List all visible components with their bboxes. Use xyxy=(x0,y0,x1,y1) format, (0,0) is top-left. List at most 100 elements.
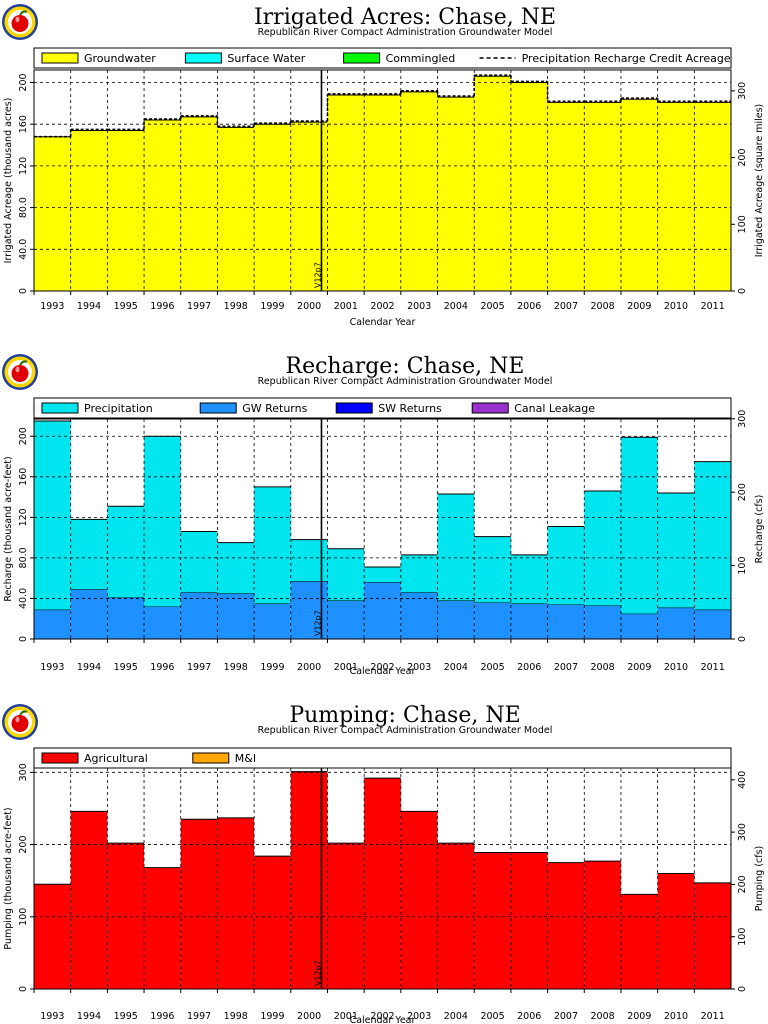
y2-axis-label: Pumping (cfs) xyxy=(754,846,765,912)
x-tick-label: 2004 xyxy=(444,662,468,673)
legend-swatch xyxy=(41,402,79,414)
x-axis: 1993 1994 1995 1996 1997 1998 1999 2000 2001 2002… xyxy=(33,291,725,312)
legend-swatch xyxy=(335,402,373,414)
y-axis-label: Pumping (thousand acre-feet) xyxy=(3,807,14,949)
bar xyxy=(400,592,438,639)
bar xyxy=(70,811,108,989)
y-tick-label: 40.0 xyxy=(18,239,29,260)
x-tick-label: 2004 xyxy=(444,301,468,312)
chart-subtitle: Republican River Compact Administration … xyxy=(258,376,553,387)
x-tick-label: 2009 xyxy=(627,301,651,312)
x-tick-label: 2010 xyxy=(664,1011,688,1022)
x-tick-label: 1994 xyxy=(77,1011,101,1022)
bar xyxy=(620,437,658,614)
y-tick-label: 100 xyxy=(18,908,29,926)
y2-tick-label: 100 xyxy=(737,557,748,575)
bar xyxy=(437,843,475,989)
grid xyxy=(34,419,731,639)
model-marker-label: V12p7 xyxy=(313,960,322,986)
x-tick-label: 2006 xyxy=(517,301,541,312)
bar xyxy=(474,536,511,603)
bar xyxy=(364,95,401,292)
y-tick-label: 300 xyxy=(18,763,29,781)
x-tick-label: 1996 xyxy=(150,1011,174,1022)
x-tick-label: 2009 xyxy=(627,662,651,673)
x-tick-label: 2003 xyxy=(407,301,431,312)
x-tick-label: 2001 xyxy=(334,1011,358,1022)
bar xyxy=(584,605,621,639)
y2-tick-label: 100 xyxy=(737,215,748,233)
legend-label: Groundwater xyxy=(84,52,156,65)
bar xyxy=(510,603,548,639)
bar xyxy=(620,99,658,291)
bar xyxy=(327,843,365,989)
x-tick-label: 2005 xyxy=(480,1011,504,1022)
x-tick-label: 2000 xyxy=(297,301,321,312)
bars xyxy=(34,75,731,292)
bar xyxy=(107,130,145,291)
y2-tick-label: 0 xyxy=(737,636,748,642)
legend-label: SW Returns xyxy=(378,402,442,415)
bar xyxy=(474,602,511,639)
x-tick-label: 2008 xyxy=(591,301,615,312)
bar xyxy=(584,861,621,989)
y2-tick-label: 100 xyxy=(737,928,748,946)
bar xyxy=(144,867,181,989)
y-tick-label: 200 xyxy=(18,835,29,853)
legend-swatch xyxy=(199,402,237,414)
y-axis-right: 0 100 200 300 400 xyxy=(731,771,748,992)
bar xyxy=(70,519,108,590)
legend-label: Canal Leakage xyxy=(514,402,595,415)
y-tick-label: 40.0 xyxy=(18,588,29,609)
bar xyxy=(144,120,181,291)
y2-axis-label: Irrigated Acreage (square miles) xyxy=(754,104,765,258)
bar xyxy=(584,102,621,291)
chart-title: Irrigated Acres: Chase, NE xyxy=(254,5,556,30)
x-tick-label: 2009 xyxy=(627,1011,651,1022)
y-axis-left: 0 40.0 80.0 120 160 200 xyxy=(18,73,34,294)
bar xyxy=(34,609,71,639)
model-marker-label: V12p7 xyxy=(313,610,322,636)
bar xyxy=(34,884,71,989)
bar xyxy=(510,82,548,292)
bar xyxy=(400,554,438,593)
apple-logo-icon xyxy=(2,704,38,740)
y2-tick-label: 300 xyxy=(737,82,748,100)
bar xyxy=(364,778,401,989)
y-axis-left: 0 40.0 80.0 120 160 200 xyxy=(18,427,34,642)
legend-swatch xyxy=(343,52,381,64)
bar xyxy=(694,461,731,610)
y2-tick-label: 300 xyxy=(737,410,748,428)
y2-tick-label: 200 xyxy=(737,483,748,501)
x-tick-label: 2003 xyxy=(407,1011,431,1022)
bar xyxy=(547,862,585,989)
legend-swatch xyxy=(41,752,79,764)
x-tick-label: 2002 xyxy=(370,662,394,673)
x-tick-label: 2005 xyxy=(480,301,504,312)
bar xyxy=(180,116,218,292)
x-tick-label: 1999 xyxy=(260,1011,284,1022)
y-axis-label: Irrigated Acreage (thousand acres) xyxy=(3,98,14,264)
bar xyxy=(620,894,658,989)
bar xyxy=(584,490,621,606)
bar xyxy=(547,526,585,605)
x-tick-label: 1998 xyxy=(224,662,248,673)
legend-label: M&I xyxy=(235,752,256,765)
y-axis-right: 0 100 200 300 xyxy=(731,82,748,294)
bar xyxy=(510,852,548,989)
y-tick-label: 120 xyxy=(18,508,29,526)
bar xyxy=(620,613,658,639)
bar xyxy=(144,436,181,607)
chart-title: Pumping: Chase, NE xyxy=(289,703,520,728)
legend: Agricultural M&I xyxy=(33,747,732,769)
bar xyxy=(34,421,71,610)
x-tick-label: 1995 xyxy=(114,1011,138,1022)
y-axis-left: 0 100 200 300 xyxy=(18,763,34,992)
y-tick-label: 120 xyxy=(18,157,29,175)
x-tick-label: 2002 xyxy=(370,301,394,312)
x-tick-label: 1993 xyxy=(40,662,64,673)
apple-logo-icon xyxy=(2,4,38,40)
